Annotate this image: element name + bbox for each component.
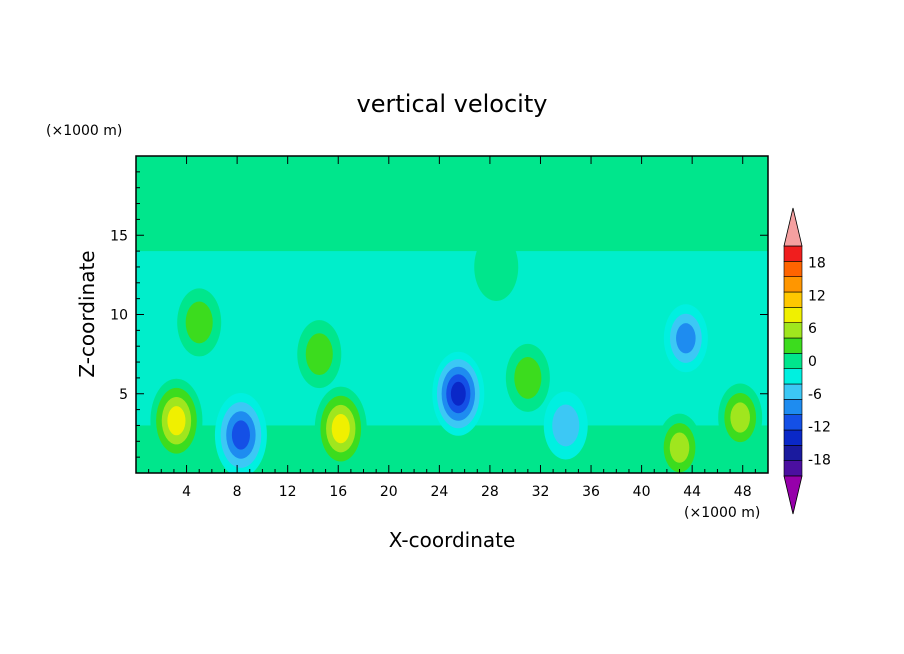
contour-level — [676, 323, 696, 354]
x-tick-label: 40 — [633, 484, 651, 500]
y-tick-label: 5 — [119, 387, 128, 403]
x-tick-label: 8 — [233, 484, 242, 500]
x-tick-label: 28 — [481, 484, 499, 500]
colorbar-tick-label: -6 — [808, 387, 822, 403]
y-unit-label: (×1000 m) — [46, 123, 122, 139]
contour-level — [450, 381, 466, 406]
contour-level — [669, 432, 690, 463]
colorbar-tick-label: 0 — [808, 354, 817, 370]
velocity-cell-11 — [718, 383, 763, 452]
velocity-cell-12 — [663, 304, 708, 373]
velocity-features — [150, 232, 763, 473]
x-tick-label: 12 — [279, 484, 297, 500]
contour-level — [552, 404, 580, 447]
velocity-cell-8 — [505, 343, 550, 412]
velocity-cell-2 — [177, 288, 222, 357]
colorbar-tick-label: 6 — [808, 321, 817, 337]
colorbar-segment — [783, 383, 803, 400]
contour-level — [231, 420, 250, 450]
colorbar-segment — [783, 276, 803, 293]
chart-title: vertical velocity — [357, 90, 548, 118]
colorbar-tick-label: -12 — [808, 420, 831, 436]
contour-level — [730, 402, 750, 433]
y-tick-label: 15 — [110, 228, 128, 244]
x-axis-label: X-coordinate — [389, 528, 516, 552]
colorbar-segment — [783, 322, 803, 339]
velocity-cell-6 — [432, 351, 485, 436]
colorbar-segment — [783, 429, 803, 446]
velocity-cell-3 — [214, 392, 267, 473]
colorbar-over-triangle — [783, 207, 803, 247]
velocity-cell-7 — [474, 232, 519, 301]
colorbar-under-triangle — [783, 475, 803, 515]
velocity-cell-9 — [543, 391, 588, 460]
x-tick-label: 16 — [329, 484, 347, 500]
velocity-cell-1 — [150, 378, 203, 463]
colorbar-segment — [783, 337, 803, 354]
colorbar-segment — [783, 291, 803, 308]
x-tick-label: 4 — [182, 484, 191, 500]
colorbar-segment — [783, 460, 803, 477]
colorbar-segment — [783, 353, 803, 369]
x-tick-label: 20 — [380, 484, 398, 500]
colorbar-segment — [783, 445, 803, 461]
colorbar-tick-label: 18 — [808, 255, 826, 271]
y-tick-label: 10 — [110, 308, 128, 324]
x-tick-label: 36 — [582, 484, 600, 500]
contour-level — [331, 414, 350, 444]
contour-level — [474, 232, 519, 301]
colorbar: 18 12 6 0 -6 -12 -18 — [783, 207, 831, 515]
colorbar-tick-label: 12 — [808, 288, 826, 304]
contour-level — [167, 406, 186, 436]
x-tick-label: 24 — [430, 484, 448, 500]
contour-level — [514, 356, 542, 399]
velocity-cell-5 — [314, 386, 367, 471]
velocity-cell-4 — [297, 320, 342, 389]
y-ticks: 5 10 15 — [110, 171, 768, 458]
colorbar-segment — [783, 414, 803, 431]
contour-level — [305, 333, 333, 376]
colorbar-segment — [783, 245, 803, 262]
x-tick-label: 48 — [734, 484, 752, 500]
colorbar-segment — [783, 399, 803, 415]
colorbar-tick-label: -18 — [808, 453, 831, 469]
x-unit-label: (×1000 m) — [684, 505, 760, 521]
contour-level — [185, 301, 213, 344]
colorbar-segment — [783, 368, 803, 385]
y-axis-label: Z-coordinate — [75, 250, 99, 377]
velocity-cell-10 — [657, 413, 702, 473]
x-tick-label: 32 — [532, 484, 550, 500]
colorbar-segment — [783, 307, 803, 323]
colorbar-segment — [783, 261, 803, 277]
x-ticks: 4 8 12 16 20 24 28 32 36 40 44 48 — [148, 156, 756, 500]
x-tick-label: 44 — [683, 484, 701, 500]
